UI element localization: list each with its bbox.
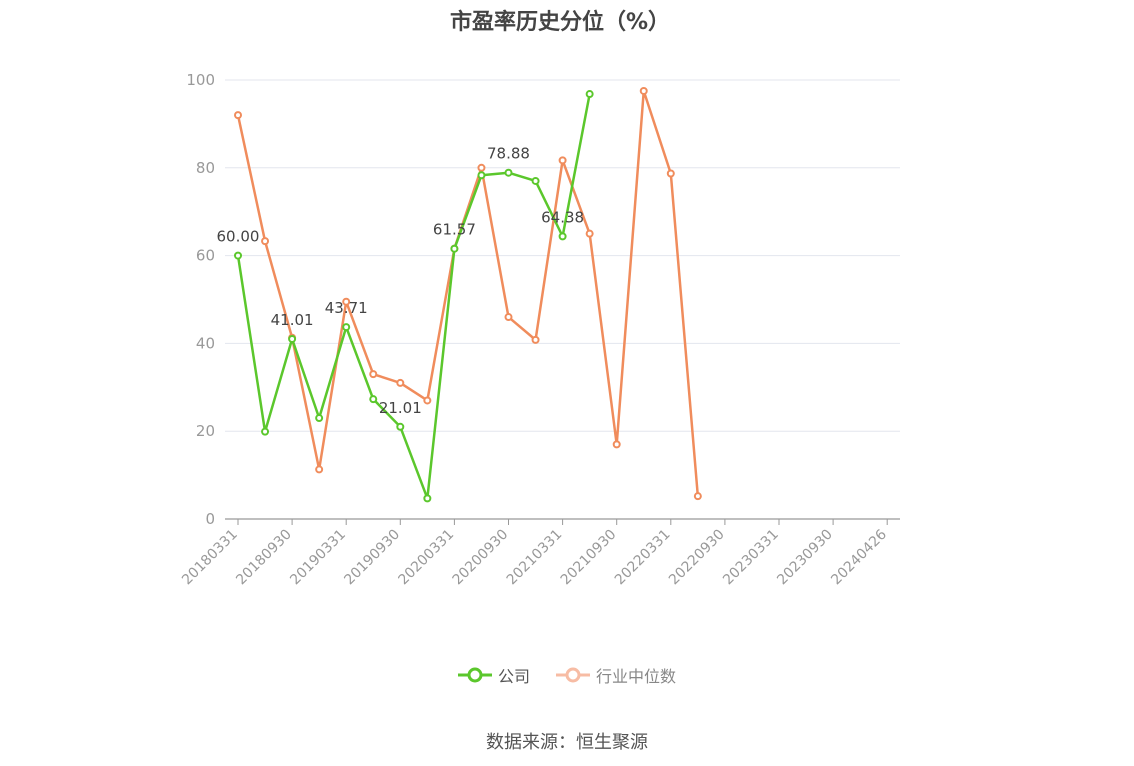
series-point-industry-11 [531, 335, 540, 344]
series-point-industry-7 [423, 396, 432, 405]
series-point-industry-3 [315, 465, 324, 474]
series-point-industry-10 [504, 313, 513, 322]
series-point-company-5 [369, 395, 378, 404]
x-tick-label-20210331: 20210331 [504, 527, 566, 589]
series-point-industry-17 [693, 492, 702, 501]
series-line-company [236, 93, 591, 500]
series-point-industry-14 [612, 440, 621, 449]
legend-item-company[interactable]: 公司 [457, 663, 530, 687]
series-point-industry-13 [585, 229, 594, 238]
series-lines [234, 86, 702, 503]
series-point-company-4 [342, 323, 351, 332]
data-label-10: 78.88 [487, 145, 530, 163]
x-tick-label-20220331: 20220331 [612, 527, 674, 589]
axes: 0 20 40 60 80 100 2018033120180930201903312019… [179, 71, 900, 588]
x-tick-label-20230331: 20230331 [720, 527, 782, 589]
data-label-6: 21.01 [379, 399, 422, 417]
series-point-industry-1 [261, 237, 270, 246]
data-label-12: 64.38 [541, 208, 584, 226]
series-point-company-11 [531, 176, 540, 185]
x-tick-label-20200930: 20200930 [450, 527, 512, 589]
data-label-8: 61.57 [433, 221, 476, 239]
series-point-company-6 [396, 422, 405, 431]
data-label-4: 43.71 [325, 299, 368, 317]
series-point-industry-6 [396, 378, 405, 387]
x-tick-label-20230930: 20230930 [774, 527, 836, 589]
series-point-company-10 [504, 168, 513, 177]
legend-industry-label: 行业中位数 [596, 667, 677, 686]
x-tick-label-20180331: 20180331 [179, 527, 241, 589]
chart-title: 市盈率历史分位（%） [449, 10, 671, 35]
series-point-company-1 [261, 427, 270, 436]
y-tick-label-80: 80 [196, 159, 215, 177]
data-label-2: 41.01 [271, 311, 314, 329]
data-labels: 60.00 41.01 43.71 21.01 61.57 78.88 64.38 [217, 145, 585, 417]
y-tick-label-60: 60 [196, 247, 215, 265]
series-point-company-0 [234, 251, 242, 260]
x-tick-label-20190930: 20190930 [341, 527, 403, 589]
series-point-company-12 [558, 232, 567, 241]
y-tick-label-40: 40 [196, 334, 215, 352]
y-tick-label-0: 0 [205, 510, 215, 528]
series-point-company-2 [288, 334, 297, 343]
legend-company-icon [457, 667, 492, 683]
data-source: 数据来源：恒生聚源 [486, 732, 648, 753]
series-point-company-7 [423, 494, 432, 503]
series-point-industry-16 [666, 169, 675, 178]
y-tick-label-20: 20 [196, 422, 215, 440]
x-tick-label-20220930: 20220930 [666, 527, 728, 589]
y-tick-label-100: 100 [186, 71, 215, 89]
series-point-company-9 [477, 171, 486, 180]
x-tick-label-20240426: 20240426 [828, 526, 890, 588]
legend-company-label: 公司 [497, 667, 530, 686]
series-point-company-3 [315, 414, 324, 423]
series-point-industry-0 [234, 111, 242, 120]
series-point-industry-5 [369, 370, 378, 379]
series-point-industry-15 [639, 86, 648, 95]
x-tick-label-20180930: 20180930 [233, 527, 295, 589]
x-tick-label-20190331: 20190331 [287, 527, 349, 589]
legend-industry-icon [556, 667, 590, 683]
grid-lines [225, 79, 900, 432]
series-point-company-8 [450, 244, 459, 253]
series-point-industry-9 [477, 163, 486, 172]
legend: 公司 行业中位数 [0, 663, 1134, 687]
data-label-0: 60.00 [217, 228, 260, 246]
series-line-industry [236, 89, 700, 497]
x-tick-label-20200331: 20200331 [396, 527, 458, 589]
series-point-company-13 [585, 90, 594, 99]
x-tick-label-20210930: 20210930 [558, 527, 620, 589]
series-point-industry-12 [558, 156, 567, 165]
series-point-industry-4 [342, 297, 351, 306]
legend-item-industry[interactable]: 行业中位数 [556, 663, 676, 687]
